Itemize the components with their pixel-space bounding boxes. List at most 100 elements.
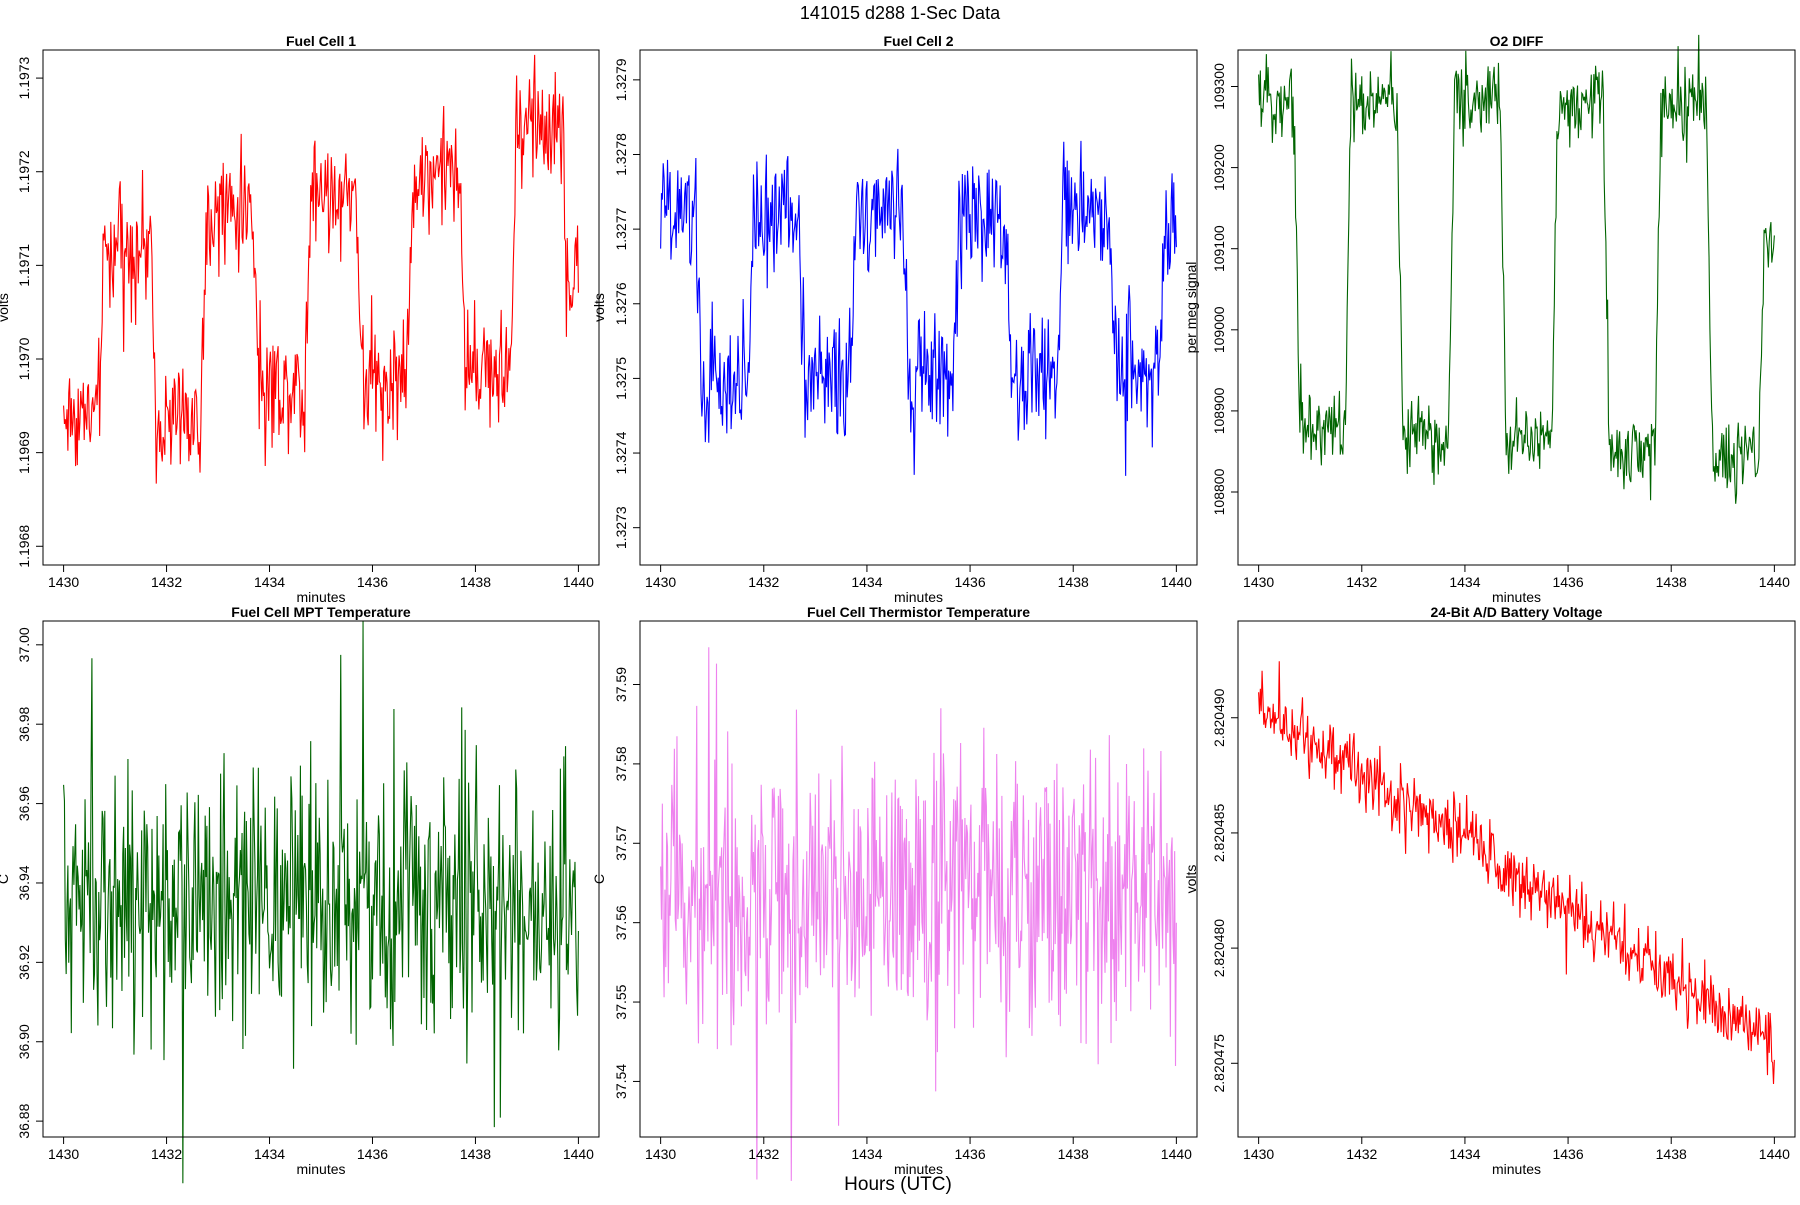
y-tick-label: 108800: [1211, 468, 1227, 515]
x-tick-label: 1430: [48, 574, 79, 590]
y-tick-label: 1.3274: [613, 431, 629, 474]
y-tick-label: 2.820480: [1211, 919, 1227, 978]
x-tick-label: 1440: [1759, 1146, 1790, 1162]
x-tick-label: 1438: [1656, 574, 1687, 590]
y-axis: 1.1968 1.1969 1.1970 1.1971 1.1972 1.1973: [16, 56, 44, 568]
y-tick-label: 2.820475: [1211, 1034, 1227, 1093]
x-tick-label: 1436: [1552, 574, 1583, 590]
y-axis-label: volts: [591, 293, 607, 322]
x-axis: 1430 1432 1434 1436 1438 1440: [645, 564, 1192, 590]
series-line: [660, 140, 1177, 476]
y-tick-label: 2.820485: [1211, 804, 1227, 863]
chart-title: O2 DIFF: [1490, 33, 1544, 49]
x-axis-label: minutes: [1492, 589, 1541, 605]
x-axis: 1430 1432 1434 1436 1438 1440: [1243, 1136, 1790, 1162]
y-tick-label: 1.1970: [16, 337, 32, 380]
y-tick-label: 36.96: [16, 786, 32, 821]
y-tick-label: 1.1973: [16, 56, 32, 99]
chart-title: 24-Bit A/D Battery Voltage: [1431, 604, 1603, 620]
x-axis: 1430 1432 1434 1436 1438 1440: [48, 564, 594, 590]
y-axis-label: C: [0, 874, 11, 884]
chart-panel-5: Fuel Cell Thermistor Temperature 1430 1432…: [591, 604, 1198, 1181]
plot-frame: [639, 49, 1198, 566]
chart-title: Fuel Cell Thermistor Temperature: [807, 604, 1030, 620]
y-tick-label: 36.98: [16, 706, 32, 741]
y-tick-label: 1.1972: [16, 150, 32, 193]
panels: Fuel Cell 1 1430 1432 1434 1436 1438 1440 minut…: [0, 33, 1796, 1184]
y-tick-label: 109100: [1211, 225, 1227, 272]
chart-title: Fuel Cell 1: [286, 33, 356, 49]
x-tick-label: 1438: [1058, 1146, 1089, 1162]
y-tick-label: 109000: [1211, 306, 1227, 353]
y-axis-label: C: [591, 874, 607, 884]
x-tick-label: 1430: [1243, 1146, 1274, 1162]
y-tick-label: 1.3279: [613, 58, 629, 101]
x-axis: 1430 1432 1434 1436 1438 1440: [645, 1136, 1192, 1162]
series-line: [1258, 34, 1775, 504]
series-line: [63, 621, 579, 1184]
x-tick-label: 1440: [563, 1146, 594, 1162]
y-tick-label: 2.820490: [1211, 688, 1227, 747]
x-tick-label: 1434: [851, 574, 882, 590]
x-tick-label: 1434: [254, 1146, 285, 1162]
x-axis: 1430 1432 1434 1436 1438 1440: [48, 1136, 594, 1162]
chart-title: Fuel Cell MPT Temperature: [231, 604, 411, 620]
x-tick-label: 1430: [645, 1146, 676, 1162]
y-tick-label: 36.94: [16, 865, 32, 900]
x-tick-label: 1438: [1656, 1146, 1687, 1162]
x-tick-label: 1436: [357, 574, 388, 590]
y-axis: 2.820475 2.820480 2.820485 2.820490: [1211, 688, 1239, 1093]
x-axis-label: minutes: [894, 1161, 943, 1177]
y-tick-label: 108900: [1211, 387, 1227, 434]
x-tick-label: 1436: [954, 574, 985, 590]
y-axis-label: volts: [1183, 865, 1199, 894]
chart-panel-4: Fuel Cell MPT Temperature 1430 1432 1434 143…: [0, 604, 600, 1184]
y-tick-label: 37.00: [16, 627, 32, 662]
x-tick-label: 1434: [254, 574, 285, 590]
x-tick-label: 1432: [748, 574, 779, 590]
y-axis: 36.88 36.90 36.92 36.94 36.96 36.98 37.00: [16, 627, 44, 1139]
x-tick-label: 1430: [48, 1146, 79, 1162]
y-tick-label: 1.3278: [613, 133, 629, 176]
y-tick-label: 1.1968: [16, 525, 32, 568]
x-tick-label: 1432: [1346, 1146, 1377, 1162]
x-tick-label: 1436: [954, 1146, 985, 1162]
x-tick-label: 1440: [1759, 574, 1790, 590]
x-axis-label: minutes: [1492, 1161, 1541, 1177]
x-tick-label: 1432: [1346, 574, 1377, 590]
y-tick-label: 1.3275: [613, 357, 629, 400]
x-tick-label: 1440: [1161, 1146, 1192, 1162]
common-x-label: Hours (UTC): [844, 1174, 952, 1195]
series-line: [660, 647, 1177, 1181]
y-tick-label: 1.3277: [613, 208, 629, 251]
y-tick-label: 37.55: [613, 984, 629, 1019]
y-tick-label: 109200: [1211, 144, 1227, 191]
chart-panel-2: Fuel Cell 2 1430 1432 1434 1436 1438 1440 minut…: [591, 33, 1198, 605]
x-tick-label: 1438: [460, 574, 491, 590]
x-tick-label: 1438: [1058, 574, 1089, 590]
y-tick-label: 37.56: [613, 905, 629, 940]
y-tick-label: 1.1969: [16, 431, 32, 474]
x-tick-label: 1432: [151, 574, 182, 590]
x-tick-label: 1436: [357, 1146, 388, 1162]
y-tick-label: 1.3273: [613, 506, 629, 549]
x-tick-label: 1430: [1243, 574, 1274, 590]
x-tick-label: 1434: [1449, 574, 1480, 590]
series-line: [1258, 661, 1775, 1084]
x-tick-label: 1436: [1552, 1146, 1583, 1162]
y-tick-label: 36.92: [16, 945, 32, 980]
y-axis: 37.54 37.55 37.56 37.57 37.58 37.59: [613, 667, 641, 1099]
chart-panel-3: O2 DIFF 1430 1432 1434 1436 1438 1440 minutes 10…: [1183, 33, 1796, 605]
chart-title: Fuel Cell 2: [883, 33, 953, 49]
x-tick-label: 1440: [563, 574, 594, 590]
y-tick-label: 1.3276: [613, 282, 629, 325]
y-tick-label: 1.1971: [16, 244, 32, 287]
y-axis-label: volts: [0, 293, 11, 322]
x-tick-label: 1432: [151, 1146, 182, 1162]
y-tick-label: 37.57: [613, 826, 629, 861]
y-tick-label: 36.88: [16, 1103, 32, 1138]
x-axis: 1430 1432 1434 1436 1438 1440: [1243, 564, 1790, 590]
